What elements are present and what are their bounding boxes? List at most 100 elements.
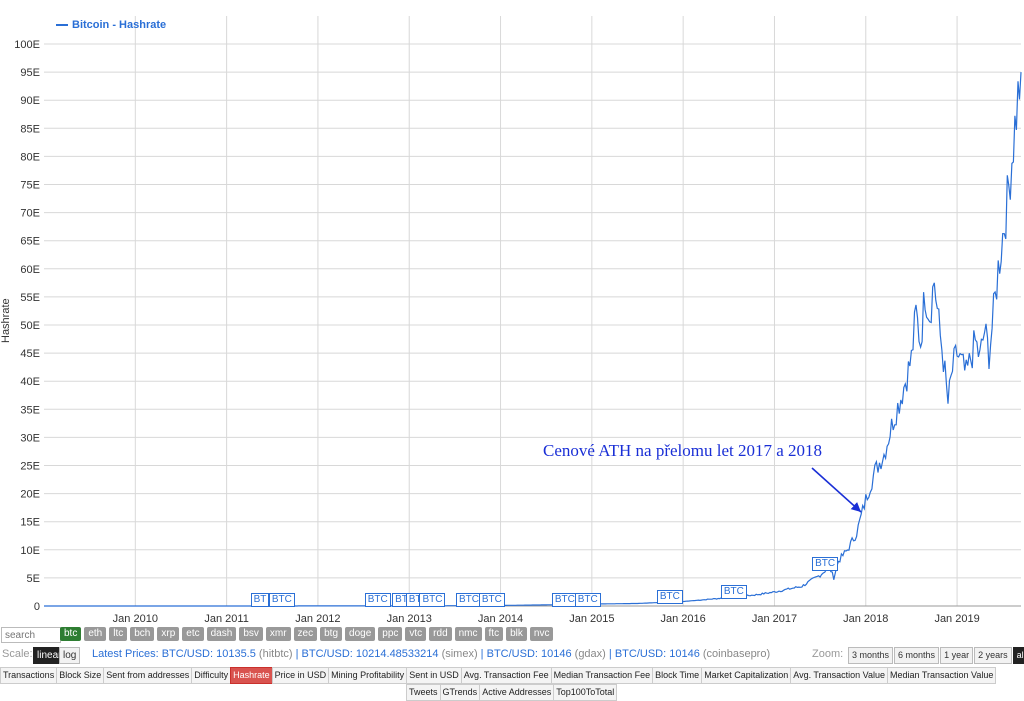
- x-tick-label: Jan 2013: [387, 613, 432, 624]
- zoom-1-year-button[interactable]: 1 year: [940, 647, 974, 664]
- y-tick-label: 0: [34, 601, 40, 613]
- tab-hashrate[interactable]: Hashrate: [230, 667, 273, 684]
- coin-button-rdd[interactable]: rdd: [429, 627, 452, 641]
- coin-button-nvc[interactable]: nvc: [529, 627, 554, 641]
- tab-block-time[interactable]: Block Time: [652, 667, 703, 684]
- y-tick-label: 95E: [20, 67, 40, 79]
- x-tick-label: Jan 2016: [661, 613, 706, 624]
- y-tick-label: 35E: [20, 404, 40, 416]
- price-separator: |: [605, 648, 615, 660]
- zoom-2-years-button[interactable]: 2 years: [974, 647, 1012, 664]
- coin-button-xrp[interactable]: xrp: [157, 627, 180, 641]
- x-tick-label: Jan 2011: [204, 613, 248, 624]
- tab-avg-transaction-value[interactable]: Avg. Transaction Value: [790, 667, 888, 684]
- btc-event-flag[interactable]: BTC: [812, 557, 839, 571]
- y-tick-label: 100E: [14, 39, 40, 51]
- btc-event-flag[interactable]: BTC: [574, 593, 601, 607]
- tab-top100tototal[interactable]: Top100ToTotal: [553, 684, 618, 701]
- zoom-3-months-button[interactable]: 3 months: [848, 647, 894, 664]
- y-tick-label: 75E: [20, 180, 40, 192]
- coin-button-dash[interactable]: dash: [206, 627, 237, 641]
- coin-button-etc[interactable]: etc: [182, 627, 204, 641]
- coin-button-bch[interactable]: bch: [130, 627, 155, 641]
- tab-transactions[interactable]: Transactions: [0, 667, 58, 684]
- tab-gtrends[interactable]: GTrends: [439, 684, 481, 701]
- search-input[interactable]: [1, 627, 61, 643]
- series-layer: [44, 72, 1022, 607]
- tab-sent-in-usd[interactable]: Sent in USD: [406, 667, 462, 684]
- btc-event-flag[interactable]: BTC: [364, 593, 391, 607]
- y-tick-label: 25E: [20, 461, 40, 473]
- y-tick-label: 60E: [20, 264, 40, 276]
- price-value[interactable]: BTC/USD: 10214.48533214: [301, 648, 439, 660]
- tab-median-transaction-value[interactable]: Median Transaction Value: [886, 667, 997, 684]
- coin-button-ftc[interactable]: ftc: [484, 627, 504, 641]
- x-tick-label: Jan 2018: [843, 613, 888, 624]
- price-separator: |: [477, 648, 487, 660]
- coin-button-vtc[interactable]: vtc: [405, 627, 427, 641]
- latest-prices: Latest Prices: BTC/USD: 10135.5 (hitbtc)…: [92, 648, 770, 660]
- chart-legend[interactable]: Bitcoin - Hashrate: [56, 19, 166, 31]
- y-tick-label: 10E: [20, 545, 40, 557]
- coin-button-ppc[interactable]: ppc: [378, 627, 403, 641]
- tab-sent-from-addresses[interactable]: Sent from addresses: [103, 667, 193, 684]
- coin-button-doge[interactable]: doge: [345, 627, 376, 641]
- tab-avg-transaction-fee[interactable]: Avg. Transaction Fee: [460, 667, 552, 684]
- price-source: (coinbasepro): [699, 648, 771, 660]
- coin-button-ltc[interactable]: ltc: [109, 627, 128, 641]
- tab-price-in-usd[interactable]: Price in USD: [271, 667, 330, 684]
- coin-button-nmc[interactable]: nmc: [454, 627, 482, 641]
- y-tick-label: 5E: [27, 573, 40, 585]
- price-source: (hitbtc): [255, 648, 293, 660]
- btc-event-flag[interactable]: BTC: [656, 590, 683, 604]
- y-tick-label: 40E: [20, 376, 40, 388]
- coin-button-xmr[interactable]: xmr: [265, 627, 291, 641]
- x-tick-label: Jan 2017: [752, 613, 797, 624]
- tab-block-size[interactable]: Block Size: [56, 667, 105, 684]
- btc-event-flag[interactable]: BTC: [268, 593, 295, 607]
- scale-prices-zoom-row: Scale: linear log Latest Prices: BTC/USD…: [0, 646, 1024, 664]
- coin-button-btg[interactable]: btg: [320, 627, 343, 641]
- coin-button-zec[interactable]: zec: [293, 627, 318, 641]
- price-source: (gdax): [571, 648, 606, 660]
- x-axis-ticks: Jan 2010 Jan 2011 Jan 2012 Jan 2013 Jan 2014…: [113, 613, 980, 624]
- chart-annotation: Cenové ATH na přelomu let 2017 a 2018: [543, 441, 823, 460]
- y-tick-label: 85E: [20, 123, 40, 135]
- tab-tweets[interactable]: Tweets: [406, 684, 441, 701]
- y-axis-ticks: 0 5E 10E 15E 20E 25E 30E 35E 40E 45E 50E 55E 60E 65E 7…: [14, 39, 40, 613]
- price-value[interactable]: BTC/USD: 10146: [486, 648, 572, 660]
- price-value[interactable]: BTC/USD: 10146: [614, 648, 700, 660]
- coin-button-bsv[interactable]: bsv: [239, 627, 263, 641]
- x-tick-label: Jan 2014: [478, 613, 523, 624]
- btc-event-flag[interactable]: BT: [250, 593, 270, 607]
- btc-event-flag[interactable]: BTC: [478, 593, 505, 607]
- tab-median-transaction-fee[interactable]: Median Transaction Fee: [550, 667, 654, 684]
- x-tick-label: Jan 2019: [934, 613, 979, 624]
- y-tick-label: 15E: [20, 517, 40, 529]
- coin-button-btc[interactable]: btc: [60, 627, 82, 641]
- coin-button-blk[interactable]: blk: [506, 627, 527, 641]
- scale-log-button[interactable]: log: [59, 647, 81, 664]
- coin-button-eth[interactable]: eth: [84, 627, 107, 641]
- legend-label: Bitcoin - Hashrate: [72, 19, 167, 31]
- tab-active-addresses[interactable]: Active Addresses: [479, 684, 555, 701]
- tab-difficulty[interactable]: Difficulty: [191, 667, 232, 684]
- btc-event-flag[interactable]: BTC: [419, 593, 446, 607]
- btc-event-flag[interactable]: BTC: [720, 585, 747, 599]
- hashrate-chart[interactable]: 0 5E 10E 15E 20E 25E 30E 35E 40E 45E 50E 55E 60E 65E 7…: [0, 0, 1024, 624]
- y-tick-label: 55E: [20, 292, 40, 304]
- scale-linear-button[interactable]: linear: [33, 647, 66, 664]
- tab-mining-profitability[interactable]: Mining Profitability: [328, 667, 408, 684]
- zoom-all-time-button[interactable]: all time: [1012, 647, 1024, 664]
- hashrate-series-line: [44, 72, 1022, 607]
- chart-svg[interactable]: 0 5E 10E 15E 20E 25E 30E 35E 40E 45E 50E 55E 60E 65E 7…: [0, 0, 1024, 624]
- y-tick-label: 70E: [20, 208, 40, 220]
- chart-grid: [44, 16, 1021, 607]
- tab-market-capitalization[interactable]: Market Capitalization: [701, 667, 792, 684]
- price-value[interactable]: BTC/USD: 10135.5: [161, 648, 256, 660]
- y-tick-label: 20E: [20, 489, 40, 501]
- zoom-6-months-button[interactable]: 6 months: [894, 647, 940, 664]
- annotation-arrow-line: [811, 467, 862, 513]
- y-tick-label: 65E: [20, 236, 40, 248]
- y-tick-label: 45E: [20, 348, 40, 360]
